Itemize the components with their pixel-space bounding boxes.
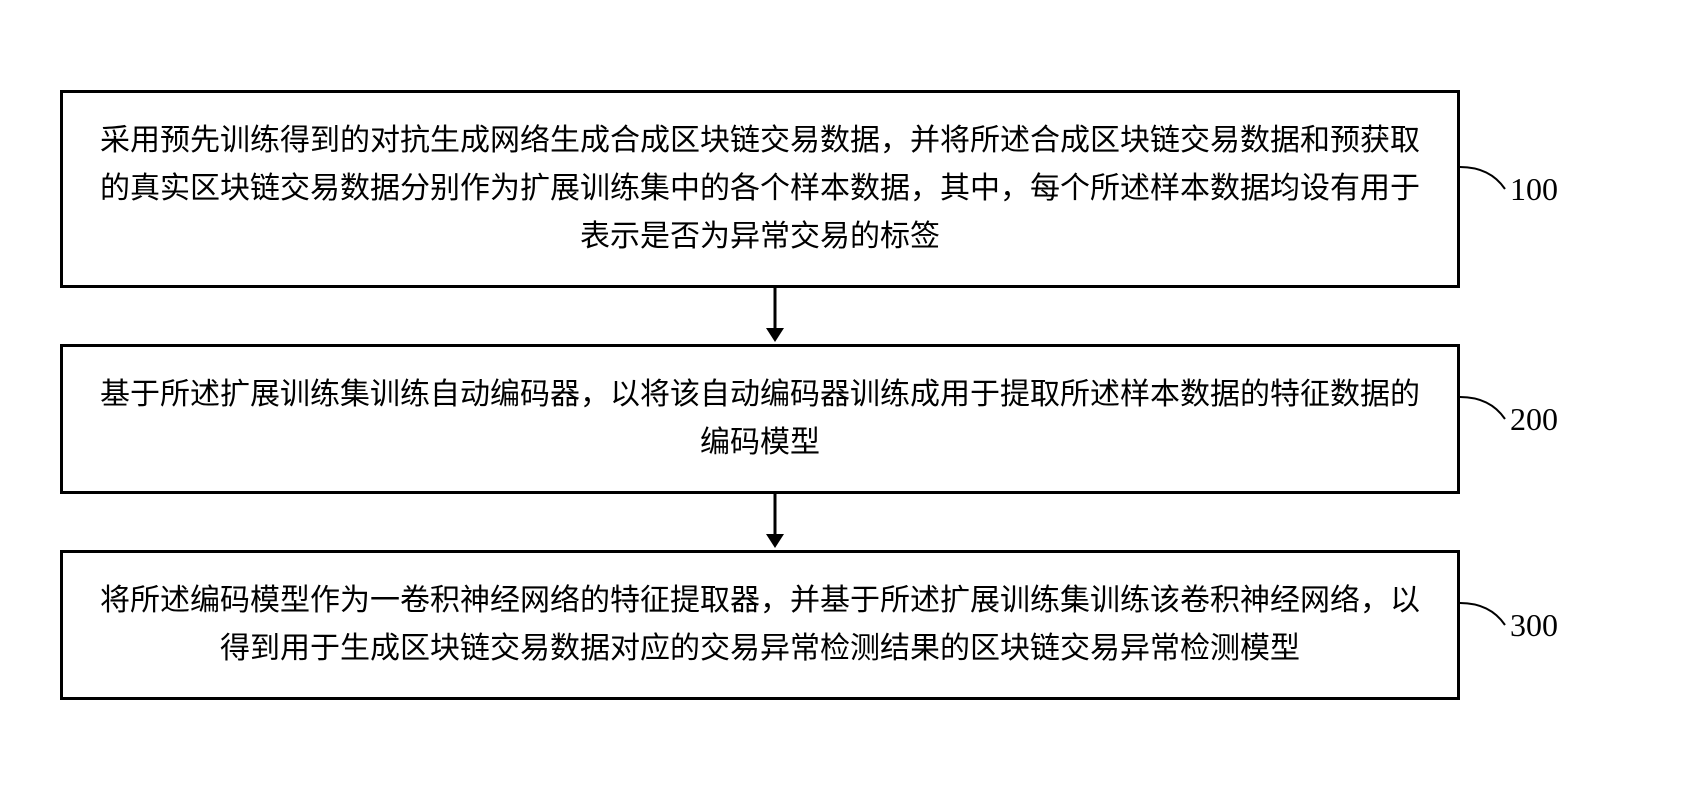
flow-row-3: 将所述编码模型作为一卷积神经网络的特征提取器，并基于所述扩展训练集训练该卷积神经… — [60, 550, 1642, 700]
connector-curve-1 — [1460, 159, 1510, 219]
flow-box-step3: 将所述编码模型作为一卷积神经网络的特征提取器，并基于所述扩展训练集训练该卷积神经… — [60, 550, 1460, 700]
flow-box-step2: 基于所述扩展训练集训练自动编码器，以将该自动编码器训练成用于提取所述样本数据的特… — [60, 344, 1460, 494]
flow-row-1: 采用预先训练得到的对抗生成网络生成合成区块链交易数据，并将所述合成区块链交易数据… — [60, 90, 1642, 288]
arrow-wrapper-1 — [60, 288, 1642, 344]
step3-label: 300 — [1510, 607, 1558, 643]
arrow-down-1 — [760, 288, 790, 344]
arrow-wrapper-2 — [60, 494, 1642, 550]
step1-text: 采用预先训练得到的对抗生成网络生成合成区块链交易数据，并将所述合成区块链交易数据… — [100, 124, 1420, 253]
flowchart-container: 采用预先训练得到的对抗生成网络生成合成区块链交易数据，并将所述合成区块链交易数据… — [0, 50, 1702, 740]
flow-box-step1: 采用预先训练得到的对抗生成网络生成合成区块链交易数据，并将所述合成区块链交易数据… — [60, 90, 1460, 288]
step1-label: 100 — [1510, 171, 1558, 207]
flow-row-2: 基于所述扩展训练集训练自动编码器，以将该自动编码器训练成用于提取所述样本数据的特… — [60, 344, 1642, 494]
step2-label-container: 200 — [1510, 401, 1558, 438]
connector-curve-2 — [1460, 389, 1510, 449]
step2-label: 200 — [1510, 401, 1558, 437]
arrow-down-2 — [760, 494, 790, 550]
connector-curve-3 — [1460, 595, 1510, 655]
step2-text: 基于所述扩展训练集训练自动编码器，以将该自动编码器训练成用于提取所述样本数据的特… — [100, 378, 1420, 459]
step1-label-container: 100 — [1510, 171, 1558, 208]
step3-text: 将所述编码模型作为一卷积神经网络的特征提取器，并基于所述扩展训练集训练该卷积神经… — [100, 584, 1420, 665]
step3-label-container: 300 — [1510, 607, 1558, 644]
